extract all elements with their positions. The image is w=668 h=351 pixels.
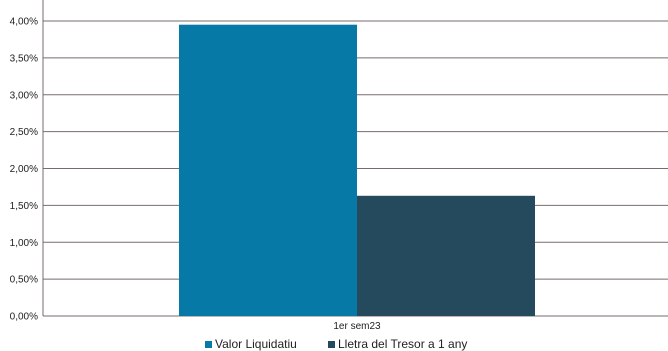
legend-swatch: [205, 341, 212, 348]
y-tick-label: 0,00%: [10, 312, 38, 323]
y-tick-label: 1,00%: [10, 238, 38, 249]
y-tick-label: 3,00%: [10, 90, 38, 101]
y-tick-label: 2,50%: [10, 127, 38, 138]
y-tick-label: 3,50%: [10, 53, 38, 64]
y-tick-label: 0,50%: [10, 275, 38, 286]
bar-lletra-tresor: [357, 195, 535, 316]
y-axis-tick-labels: 0,00% 0,50% 1,00% 1,50% 2,00% 2,50% 3,00% 3,50%…: [10, 17, 38, 323]
legend-swatch: [328, 341, 335, 348]
legend: Valor Liquidatiu Lletra del Tresor a 1 an…: [205, 337, 467, 351]
y-tick-label: 2,00%: [10, 164, 38, 175]
bars: [179, 24, 535, 316]
legend-label: Lletra del Tresor a 1 any: [338, 337, 467, 351]
category-label: 1er sem23: [333, 321, 381, 332]
y-tick-label: 4,00%: [10, 17, 38, 28]
bar-valor-liquidatiu: [179, 24, 357, 316]
y-tick-label: 1,50%: [10, 201, 38, 212]
category-labels: 1er sem23: [333, 321, 381, 332]
legend-label: Valor Liquidatiu: [215, 337, 297, 351]
